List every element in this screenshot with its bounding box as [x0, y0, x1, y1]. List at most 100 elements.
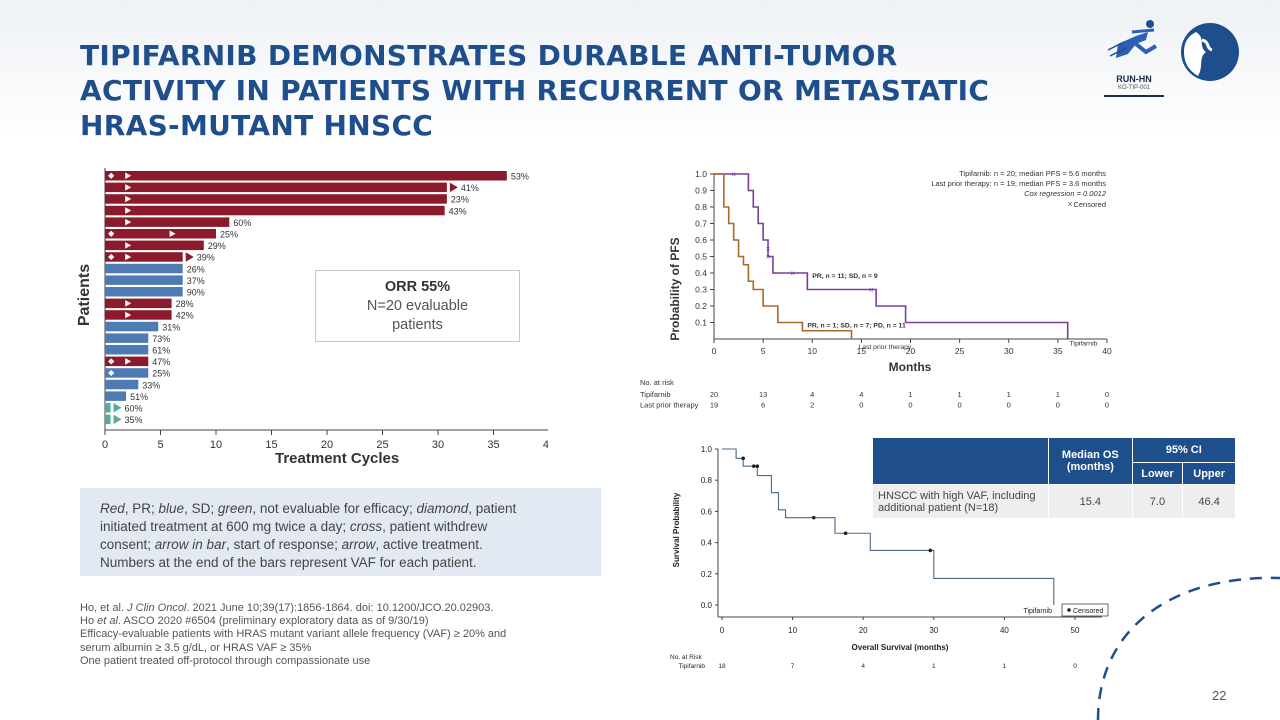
bar: [105, 194, 447, 204]
bar-chart-xlabel: Treatment Cycles: [275, 450, 400, 467]
pfs-y-tick-label: 0.1: [695, 318, 707, 328]
os-x-tick-label: 0: [720, 626, 725, 635]
os-risk-value: 4: [861, 663, 865, 670]
legend-blue: blue: [158, 501, 185, 516]
pfs-risk-value: 0: [1105, 401, 1109, 410]
os-xlabel: Overall Survival (months): [852, 643, 949, 652]
bar: [105, 414, 111, 425]
os-risk-value: 1: [932, 663, 936, 670]
x-tick-label: 5: [157, 439, 163, 451]
pfs-legend-4: Censored: [1073, 200, 1106, 209]
legend-line-3: consent; arrow in bar, start of response…: [100, 537, 483, 552]
legend-diamond: diamond: [416, 501, 469, 516]
os-table-median: 15.4: [1048, 484, 1133, 519]
pfs-risk-value: 13: [759, 390, 767, 399]
bar: [105, 310, 172, 320]
legend-arrow: arrow: [341, 537, 376, 552]
os-y-tick-label: 0.2: [701, 570, 713, 579]
bar: [105, 298, 172, 309]
vaf-label: 33%: [142, 380, 160, 390]
bar: [105, 229, 216, 239]
active-treatment-arrow: [113, 403, 122, 413]
pfs-x-tick-label: 0: [712, 346, 717, 356]
legend-green: green: [217, 501, 253, 516]
response-arrow: [125, 253, 132, 261]
vaf-label: 25%: [152, 369, 170, 379]
orr-line2: patients: [392, 317, 443, 333]
pfs-risk-value: 0: [1056, 401, 1060, 410]
x-tick-label: 40: [543, 439, 548, 451]
os-lines: [722, 448, 1055, 605]
pfs-y-tick-label: 0.4: [695, 268, 707, 278]
os-y-tick-label: 0.0: [701, 601, 713, 610]
response-arrow: [125, 300, 132, 307]
pfs-censor-mark: ×: [766, 244, 771, 253]
os-risk-value: 1: [1003, 663, 1007, 670]
os-table-header-median: Median OS (months): [1048, 437, 1133, 485]
pfs-y-tick-label: 0.3: [695, 285, 707, 295]
pfs-annotation: PR, n = 11; SD, n = 9: [812, 273, 878, 280]
os-risk-row-label: Tipifarnib: [679, 663, 706, 670]
vaf-label: 42%: [176, 311, 194, 321]
vaf-label: 31%: [162, 322, 180, 332]
vaf-label: 35%: [125, 415, 143, 425]
vaf-label: 25%: [220, 230, 238, 240]
pfs-risk-value: 0: [1105, 390, 1109, 399]
pfs-risk-value: 20: [710, 390, 718, 399]
pfs-x-tick-label: 25: [955, 346, 965, 356]
pfs-censor-mark: ×: [731, 170, 736, 179]
pfs-x-tick-label: 20: [906, 346, 916, 356]
response-arrow: [125, 207, 132, 214]
vaf-label: 60%: [125, 404, 143, 414]
diamond-marker: [108, 230, 115, 237]
os-risk-header: No. at Risk: [670, 654, 703, 661]
response-arrow: [125, 184, 132, 191]
pfs-risk-row-label: Last prior therapy: [640, 401, 699, 410]
vaf-label: 39%: [197, 253, 215, 263]
pfs-x-tick-label: 40: [1102, 346, 1112, 356]
vaf-label: 51%: [130, 392, 148, 402]
pfs-risk-value: 4: [810, 390, 814, 399]
bar: [105, 391, 127, 401]
pfs-xlabel: Months: [889, 360, 932, 374]
ylabel-container: Patients: [76, 264, 93, 326]
legend-red: Red: [100, 501, 125, 516]
os-ylabel: Survival Probability: [672, 492, 681, 567]
reference-1: Ho, et al. J Clin Oncol. 2021 June 10;39…: [80, 602, 494, 614]
response-arrow: [125, 218, 132, 226]
os-legend-censored: Censored: [1073, 608, 1103, 615]
os-y-tick-label: 0.6: [701, 507, 713, 516]
os-legend-series: Tipifarnib: [1023, 608, 1052, 615]
company-circle-logo: [1181, 23, 1239, 81]
pfs-x-tick-label: 5: [761, 346, 766, 356]
response-arrow: [125, 195, 132, 203]
x-tick-label: 10: [210, 439, 222, 451]
vaf-label: 23%: [451, 195, 469, 205]
pfs-censor-mark: ×: [790, 269, 795, 278]
os-risk-value: 7: [791, 663, 795, 670]
bar-group: 53%41%23%43%60%25%29%39%26%37%90%28%42%3…: [105, 171, 529, 425]
run-hn-runner-logo: [1107, 20, 1158, 58]
legend-line-4: Numbers at the end of the bars represent…: [100, 555, 477, 570]
vaf-label: 73%: [152, 334, 170, 344]
os-censor-dot: [755, 464, 760, 468]
response-arrow: [125, 311, 132, 319]
vaf-label: 60%: [233, 218, 251, 228]
active-treatment-arrow: [185, 252, 194, 262]
page-title: TIPIFARNIB DEMONSTRATES DURABLE ANTI-TUM…: [80, 39, 990, 142]
pfs-risk-value: 1: [958, 390, 962, 399]
pfs-risk-row-label: Tipifarnib: [640, 390, 671, 399]
pfs-y-tick-label: 0.9: [695, 186, 707, 196]
pfs-risk-value: 6: [761, 401, 765, 410]
orr-box: ORR 55% N=20 evaluable patients: [315, 270, 520, 342]
x-tick-label: 20: [321, 439, 333, 451]
references: Ho, et al. J Clin Oncol. 2021 June 10;39…: [80, 602, 600, 668]
bar: [105, 205, 445, 216]
legend-line-2: initiated treatment at 600 mg twice a da…: [100, 519, 488, 534]
legend-explanation-box: Red, PR; blue, SD; green, not evaluable …: [80, 488, 601, 576]
os-censor-legend-dot: [1067, 608, 1071, 612]
vaf-label: 47%: [152, 357, 170, 367]
os-y-tick-label: 0.8: [701, 476, 713, 485]
bar-chart-ylabel: Patients: [76, 264, 93, 326]
